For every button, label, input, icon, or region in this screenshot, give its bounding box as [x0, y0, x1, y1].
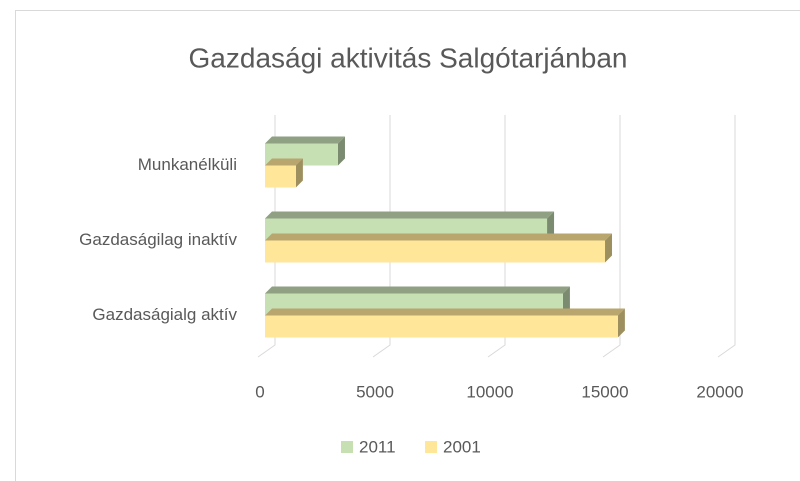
y-tick-label: Gazdaságilag inaktív [79, 230, 237, 249]
bar [265, 308, 625, 338]
bar-front [265, 240, 606, 263]
bar-front [265, 165, 296, 188]
legend-swatch [425, 441, 437, 453]
y-tick-label: Munkanélküli [138, 155, 237, 174]
chart-border [15, 10, 800, 481]
legend-label: 2011 [359, 437, 396, 456]
bar-top [265, 286, 570, 294]
x-tick-label: 5000 [356, 382, 394, 401]
bar-side [605, 233, 613, 263]
bar-top [265, 233, 613, 241]
grid-line [257, 115, 276, 358]
x-tick-label: 20000 [696, 382, 743, 401]
bar-side [562, 286, 570, 316]
grid-line [487, 115, 506, 358]
bar [265, 158, 303, 188]
bar-side [547, 211, 555, 241]
grid-line [372, 115, 391, 358]
bar-front [265, 315, 618, 338]
legend-swatch [341, 441, 353, 453]
chart-title: Gazdasági aktivitás Salgótarjánban [189, 42, 628, 73]
bar-side [295, 158, 303, 188]
bar-top [265, 158, 303, 166]
bar-side [337, 136, 345, 166]
bar-top [265, 136, 345, 144]
x-tick-label: 0 [255, 382, 264, 401]
grid-line [717, 115, 736, 358]
y-tick-label: Gazdaságialg aktív [92, 305, 237, 324]
x-tick-label: 15000 [581, 382, 628, 401]
bar-side [617, 308, 625, 338]
grid-line [602, 115, 621, 358]
bar-top [265, 308, 625, 316]
bar [265, 233, 613, 263]
bar-top [265, 211, 555, 219]
legend-label: 2001 [443, 437, 481, 456]
x-tick-label: 10000 [466, 382, 513, 401]
